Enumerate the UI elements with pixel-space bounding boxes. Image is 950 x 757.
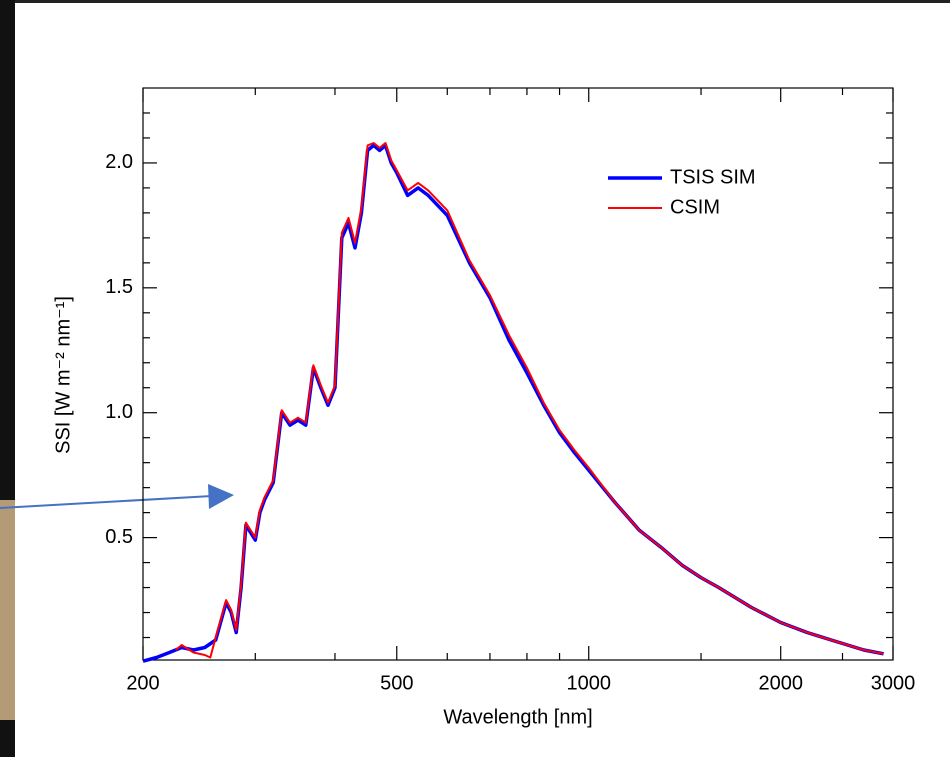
y-tick-label: 1.0 <box>105 401 133 423</box>
left-photo <box>0 500 15 720</box>
x-tick-label: 1000 <box>566 672 611 694</box>
series-line <box>142 143 884 663</box>
legend-label: CSIM <box>670 196 720 218</box>
pointer-arrow-head <box>208 484 234 509</box>
top-edge <box>0 0 950 3</box>
y-tick-label: 0.5 <box>105 526 133 548</box>
x-tick-label: 3000 <box>871 672 916 694</box>
y-axis-label: SSI [W m⁻² nm⁻¹] <box>52 296 74 454</box>
plot-area: 200 500 1000 2000 3000 0.5 1.0 1.5 2.0 TSIS SIM CS… <box>105 87 916 694</box>
y-tick-label: 1.5 <box>105 276 133 298</box>
pointer-arrow <box>0 495 213 509</box>
plot-frame <box>142 87 894 661</box>
y-tick-label: 2.0 <box>105 151 133 173</box>
x-tick-label: 200 <box>126 672 159 694</box>
legend-label: TSIS SIM <box>670 166 756 188</box>
x-tick-label: 2000 <box>758 672 803 694</box>
x-axis-label: Wavelength [nm] <box>443 706 592 728</box>
x-tick-label: 500 <box>380 672 413 694</box>
series-line <box>174 142 884 659</box>
